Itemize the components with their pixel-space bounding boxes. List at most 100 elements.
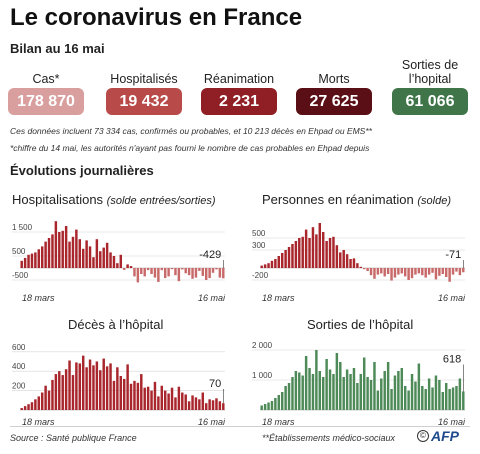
bar [448,268,451,282]
bar [23,406,27,410]
bar [274,398,277,410]
y-tick-label: 1 000 [252,371,273,380]
x-label-start: 18 mars [22,417,55,427]
bar [311,374,315,410]
bar [99,251,102,268]
bar [431,268,434,273]
bar [58,232,61,268]
bar [153,268,157,278]
bar [201,268,205,276]
bar [359,374,363,410]
y-tick-label: 400 [12,362,26,371]
bar [321,377,325,410]
bar [451,387,455,410]
bar [54,221,58,268]
bar [301,375,304,410]
section-title: Évolutions journalières [10,163,154,178]
bar [270,260,274,268]
bar [263,264,267,268]
kpi-value: 61 066 [392,88,468,115]
bar [373,362,376,410]
bar [105,366,109,410]
bar [102,358,105,410]
bar [153,381,157,410]
bar [112,256,116,268]
bar [407,268,410,280]
bar [163,390,167,410]
bar [383,371,386,410]
bar [129,266,133,268]
bar [421,386,424,410]
bar [438,380,441,410]
bar [444,268,448,277]
bar [369,380,373,410]
bar [280,253,284,268]
bar [187,401,191,410]
kpi-value: 2 231 [201,88,277,115]
bar [44,241,47,268]
x-label-start: 18 mars [22,293,55,303]
bar [222,403,225,410]
x-label-end: 16 mai [198,293,226,303]
chart-title-deces: Décès à l’hôpital [68,317,164,332]
page-title: Le coronavirus en France [10,4,303,31]
bar [458,378,462,410]
bar [270,401,274,410]
bar [78,239,82,268]
bar [462,268,465,273]
bar [47,238,51,268]
bar [441,268,445,274]
bar [315,234,318,268]
bar [274,259,277,268]
bar [218,401,222,410]
bar [170,387,174,410]
bar [455,386,458,410]
bar [102,247,105,268]
bar [184,268,187,274]
bar [163,268,167,279]
bar [369,268,373,276]
chart-sorties: 2 000 1 000 618 18 mars 16 mai [252,341,466,427]
bar [397,371,400,410]
bar [393,268,397,278]
kpi-cas: Cas* 178 870 [8,58,84,115]
bar [58,371,61,410]
bar [95,239,99,268]
bar [167,393,170,410]
bar [78,363,82,410]
bar [427,268,431,275]
kpi-morts: Morts 27 625 [296,58,372,115]
bar [40,246,44,268]
bar [85,367,88,410]
bar [414,381,417,410]
bar [386,362,390,410]
bar [397,268,400,275]
bar [284,250,287,268]
bar [75,362,78,410]
y-tick-label: 500 [12,247,26,256]
bar [20,408,23,410]
bar [75,229,78,268]
bar [335,245,339,268]
bar [260,265,263,268]
bar [328,238,332,268]
bar [325,241,328,268]
bar [140,374,143,410]
bar [444,383,448,410]
x-label-end: 16 mai [438,293,466,303]
report-date: Bilan au 16 mai [10,41,105,56]
bar [386,268,390,274]
bar [434,375,438,410]
chart-title-text: Hospitalisations [12,192,104,207]
bar [308,368,311,410]
bar [174,268,177,276]
bar [116,263,119,268]
bar [34,399,37,410]
bar [177,268,181,282]
kpi-value: 27 625 [296,88,372,115]
bar [194,268,198,278]
bar [294,241,298,268]
bar [167,268,170,277]
afp-logo: AFP [431,428,459,444]
bar [318,223,322,268]
